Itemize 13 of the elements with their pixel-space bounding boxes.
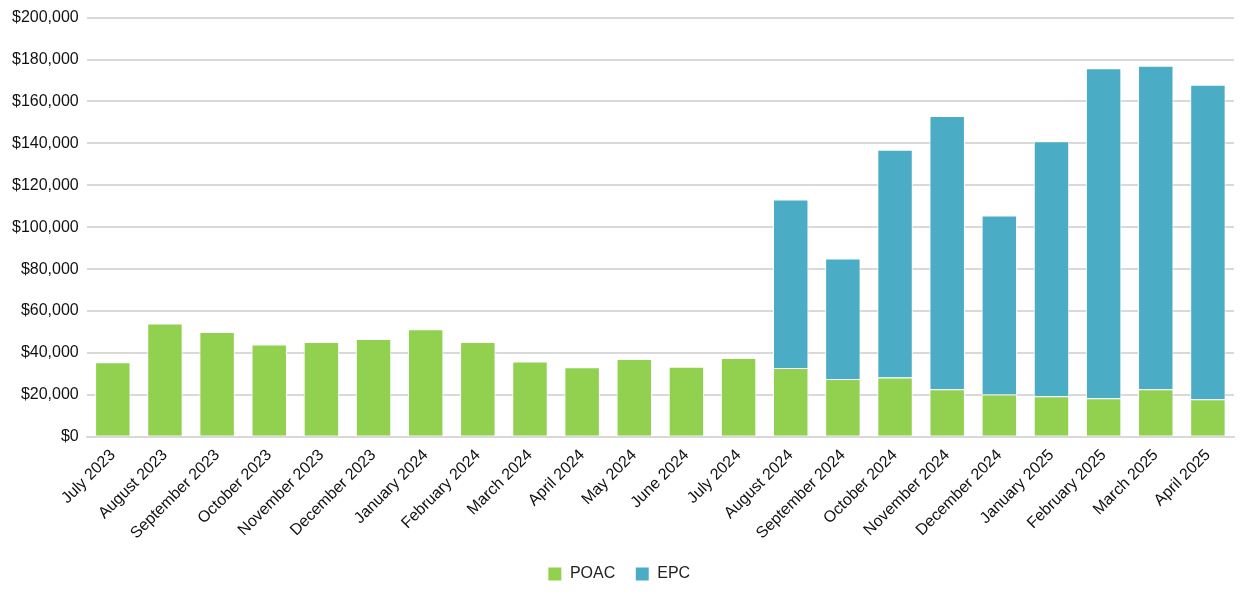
y-tick-label: $80,000 (20, 259, 79, 277)
legend-label: POAC (569, 564, 616, 582)
y-tick-label: $20,000 (20, 385, 79, 403)
y-tick-label: $0 (60, 427, 79, 445)
y-tick-label: $100,000 (12, 217, 79, 235)
y-tick-label: $180,000 (12, 49, 79, 67)
y-tick-label: $200,000 (12, 8, 79, 26)
y-tick-label: $120,000 (12, 175, 79, 193)
y-tick-label: $40,000 (20, 343, 79, 361)
y-tick-label: $60,000 (20, 301, 79, 319)
y-tick-label: $140,000 (12, 133, 79, 151)
legend-label: EPC (657, 564, 691, 582)
y-tick-label: $160,000 (12, 91, 79, 109)
